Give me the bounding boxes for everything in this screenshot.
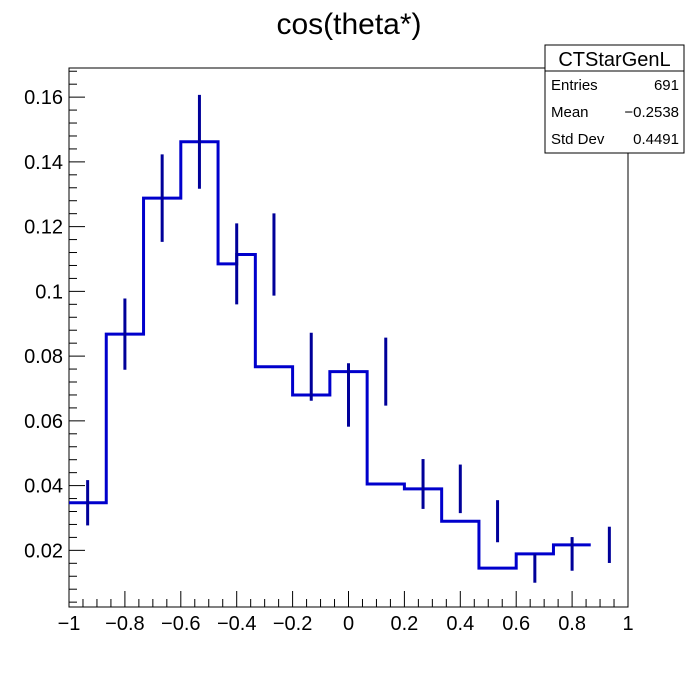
- y-tick-label: 0.16: [24, 87, 63, 109]
- x-tick-label: 0.4: [446, 613, 474, 635]
- y-tick-label: 0.02: [24, 540, 63, 562]
- stats-entries-value: 691: [654, 77, 679, 94]
- y-tick-label: 0.06: [24, 411, 63, 433]
- y-tick-label: 0.12: [24, 217, 63, 239]
- stats-box: CTStarGenL Entries 691 Mean −0.2538 Std …: [544, 44, 685, 154]
- stats-box-frame: [544, 44, 685, 154]
- x-tick-label: −0.4: [217, 613, 256, 635]
- y-tick-label: 0.14: [24, 152, 63, 174]
- y-tick-label: 0.1: [35, 281, 63, 303]
- chart-title: cos(theta*): [276, 8, 421, 41]
- x-tick-label: −0.8: [105, 613, 144, 635]
- stats-mean-label: Mean: [551, 104, 589, 121]
- stats-stddev-label: Std Dev: [551, 131, 605, 148]
- x-tick-label: −1: [58, 613, 81, 635]
- stats-box-title: CTStarGenL: [558, 49, 670, 71]
- x-tick-label: −0.6: [161, 613, 200, 635]
- stats-stddev-value: 0.4491: [633, 131, 679, 148]
- x-tick-label: 0: [343, 613, 354, 635]
- stats-entries-label: Entries: [551, 77, 598, 94]
- x-tick-label: 0.6: [502, 613, 530, 635]
- x-tick-label: 0.8: [558, 613, 586, 635]
- plot-frame: [68, 67, 629, 608]
- y-tick-label: 0.08: [24, 346, 63, 368]
- y-tick-label: 0.04: [24, 476, 63, 498]
- x-tick-label: 0.2: [390, 613, 418, 635]
- x-axis: −1 −0.8 −0.6 −0.4 −0.2 0 0.2 0.4 0.6 0.8 1: [58, 591, 634, 635]
- x-tick-label: −0.2: [273, 613, 312, 635]
- histogram-series: [69, 94, 611, 583]
- stats-mean-value: −0.2538: [624, 104, 679, 121]
- x-tick-label: 1: [622, 613, 633, 635]
- y-axis: 0.02 0.04 0.06 0.08 0.1 0.12 0.14 0.16: [24, 70, 85, 603]
- histogram-step-line: [69, 140, 591, 570]
